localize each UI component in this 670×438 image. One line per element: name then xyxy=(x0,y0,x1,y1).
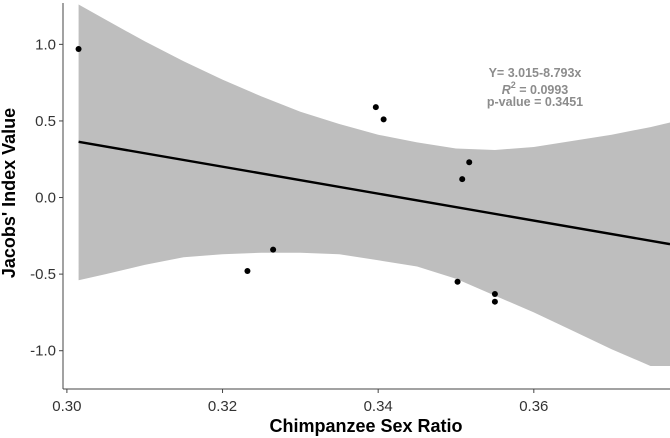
data-point xyxy=(244,268,251,275)
data-point xyxy=(372,104,379,111)
x-axis-ticks: 0.30 0.32 0.34 0.36 xyxy=(52,389,548,415)
data-point xyxy=(459,176,466,183)
data-point xyxy=(466,159,473,166)
y-tick-label: -0.5 xyxy=(30,266,56,283)
y-tick-label: 0.5 xyxy=(35,113,56,130)
p-value-label: p-value = 0.3451 xyxy=(487,95,583,109)
data-point xyxy=(491,291,498,298)
data-point xyxy=(75,45,82,52)
r-squared-label: R2 = 0.0993 xyxy=(502,80,569,97)
y-tick-label: 1.0 xyxy=(35,36,56,53)
x-axis-title: Chimpanzee Sex Ratio xyxy=(269,416,462,436)
data-point xyxy=(270,246,277,253)
y-tick-label: -1.0 xyxy=(30,343,56,360)
data-point xyxy=(454,278,461,285)
x-tick-label: 0.36 xyxy=(519,398,548,415)
x-tick-label: 0.34 xyxy=(364,398,393,415)
x-tick-label: 0.30 xyxy=(52,398,81,415)
equation-label: Y= 3.015-8.793x xyxy=(489,66,582,80)
confidence-band xyxy=(78,4,670,366)
regression-annotation: Y= 3.015-8.793x R2 = 0.0993 p-value = 0.… xyxy=(487,66,583,109)
y-tick-label: 0.0 xyxy=(35,190,56,207)
x-tick-label: 0.32 xyxy=(208,398,237,415)
y-axis-ticks: 1.0 0.5 0.0 -0.5 -1.0 xyxy=(30,36,63,360)
data-point xyxy=(491,298,498,305)
regression-line xyxy=(78,140,670,246)
r-squared-value: = 0.0993 xyxy=(516,83,569,97)
data-point xyxy=(380,116,387,123)
data-points xyxy=(75,45,498,305)
r-squared-superscript: 2 xyxy=(511,80,516,90)
plot-area xyxy=(75,4,670,366)
y-axis-title: Jacobs' Index Value xyxy=(0,108,19,278)
r-squared-symbol: R xyxy=(502,83,511,97)
